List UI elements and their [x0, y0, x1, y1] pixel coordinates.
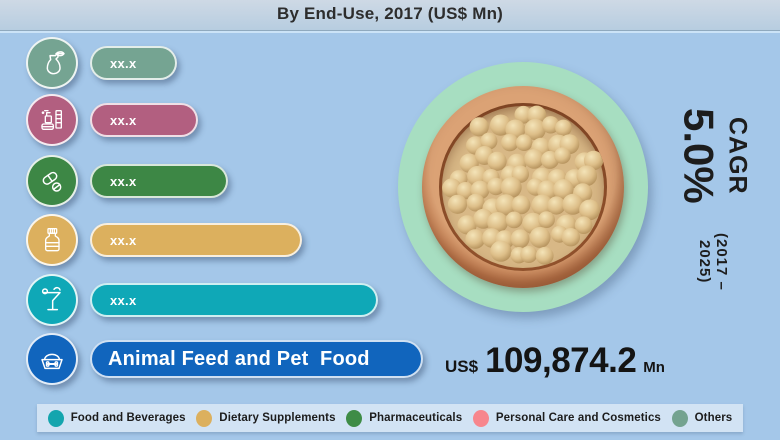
chart-title: By End-Use, 2017 (US$ Mn): [276, 4, 504, 23]
pills-icon: [26, 155, 78, 207]
legend: Food and Beverages Dietary Supplements P…: [37, 404, 743, 432]
bar-value-label: xx.x: [110, 173, 137, 189]
legend-dot: [47, 409, 64, 427]
value-bar: xx.x: [90, 164, 228, 198]
value-bar: Animal Feed and Pet Food: [90, 340, 423, 378]
title-band: By End-Use, 2017 (US$ Mn): [0, 0, 780, 33]
legend-item: Food and Beverages: [47, 409, 186, 427]
bar-value-label: xx.x: [110, 55, 137, 71]
bar-value-label: xx.x: [110, 292, 137, 308]
value-bar: xx.x: [90, 223, 302, 257]
legend-label: Food and Beverages: [70, 412, 186, 424]
soybean-bowl-image: [422, 86, 624, 288]
bar-value-label: xx.x: [110, 232, 137, 248]
jug-leaf-icon: [26, 37, 78, 89]
legend-label: Pharmaceuticals: [369, 412, 463, 424]
legend-label: Personal Care and Cosmetics: [495, 412, 661, 424]
cagr-value: CAGR 5.0%: [675, 107, 752, 204]
pet-bowl-icon: [26, 333, 78, 385]
market-value-amount: 109,874.2: [485, 341, 637, 380]
bar-value-label: xx.x: [110, 112, 137, 128]
market-value: US$ 109,874.2 Mn: [445, 341, 665, 381]
cagr-period: (2017 – 2025): [696, 232, 730, 291]
legend-label: Others: [694, 412, 733, 424]
legend-label: Dietary Supplements: [219, 412, 336, 424]
soybeans-image: [439, 103, 607, 271]
cagr-annotation: CAGR 5.0% (2017 – 2025): [655, 90, 771, 300]
unit-label: Mn: [643, 359, 665, 376]
legend-item: Others: [671, 409, 733, 427]
legend-dot: [346, 409, 363, 427]
legend-dot: [196, 409, 213, 427]
value-bar: xx.x: [90, 103, 198, 137]
mint-circle: [398, 62, 648, 312]
cosmetics-icon: [26, 94, 78, 146]
legend-item: Dietary Supplements: [196, 409, 336, 427]
legend-item: Pharmaceuticals: [346, 409, 463, 427]
bar-value-label: Animal Feed and Pet Food: [108, 347, 370, 370]
cagr-label: CAGR: [723, 116, 752, 195]
legend-dot: [472, 409, 489, 427]
legend-item: Personal Care and Cosmetics: [472, 409, 661, 427]
value-bar: xx.x: [90, 46, 177, 80]
cocktail-icon: [26, 274, 78, 326]
supplement-bottle-icon: [26, 214, 78, 266]
value-bar: xx.x: [90, 283, 378, 317]
currency-label: US$: [445, 357, 479, 376]
legend-dot: [671, 409, 688, 427]
